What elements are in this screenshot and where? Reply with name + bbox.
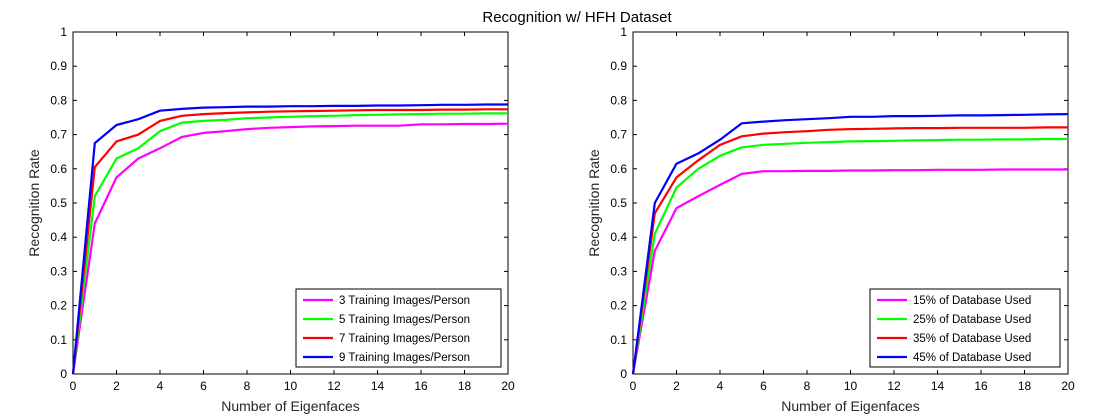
x-axis-label: Number of Eigenfaces: [781, 398, 920, 414]
x-tick-label: 10: [284, 379, 298, 393]
legend-label: 3 Training Images/Person: [339, 295, 470, 307]
y-tick-label: 0.8: [50, 93, 67, 107]
x-tick-label: 12: [887, 379, 901, 393]
y-tick-label: 0.7: [610, 128, 627, 142]
y-tick-label: 0: [60, 367, 67, 381]
x-tick-label: 20: [501, 379, 515, 393]
x-tick-label: 4: [717, 379, 724, 393]
y-tick-label: 0.9: [610, 59, 627, 73]
legend-box: [869, 288, 1061, 368]
chart-left: 0 2 4 6 8 10 12 14 16 18 20 0 0.1 0.2 0.3 0.4 0.5 0.6 0.7 0…: [26, 25, 515, 414]
y-tick-label: 1: [620, 25, 627, 39]
x-tick-label: 8: [804, 379, 811, 393]
legend: 15% of Database Used 25% of Database Used…: [869, 288, 1061, 368]
x-tick-label: 14: [371, 379, 385, 393]
x-tick-label: 14: [931, 379, 945, 393]
y-tick-label: 0.7: [50, 128, 67, 142]
series-line-2: [631, 137, 1068, 375]
figure-title: Recognition w/ HFH Dataset: [482, 9, 672, 26]
x-tick-label: 0: [630, 379, 637, 393]
legend-label: 7 Training Images/Person: [339, 333, 470, 345]
series-line-4: [71, 103, 508, 375]
series-line-4: [631, 113, 1069, 375]
legend-box: [295, 288, 502, 368]
x-tick-label: 8: [244, 379, 251, 393]
x-tick-label: 4: [157, 379, 164, 393]
legend: 3 Training Images/Person 5 Training Image…: [295, 288, 502, 368]
chart-right: 0 2 4 6 8 10 12 14 16 18 20 0 0.1 0.2 0.3 0.4 0.5 0.6 0.7 0…: [586, 25, 1075, 414]
legend-label: 45% of Database Used: [913, 352, 1031, 364]
y-axis-label: Recognition Rate: [586, 149, 602, 257]
y-tick-label: 0.1: [50, 333, 67, 347]
y-tick-label: 0.2: [610, 299, 627, 313]
y-tick-label: 0.1: [610, 333, 627, 347]
y-tick-label: 1: [60, 25, 67, 39]
y-tick-label: 0.6: [50, 162, 67, 176]
x-tick-label: 0: [70, 379, 77, 393]
y-tick-label: 0.4: [50, 230, 67, 244]
x-tick-label: 6: [200, 379, 207, 393]
x-tick-label: 16: [414, 379, 428, 393]
y-tick-label: 0.5: [610, 196, 627, 210]
y-axis-label: Recognition Rate: [26, 149, 42, 257]
x-tick-label: 6: [760, 379, 767, 393]
y-tick-label: 0.6: [610, 162, 627, 176]
x-tick-label: 2: [113, 379, 120, 393]
x-tick-label: 10: [844, 379, 858, 393]
legend-label: 5 Training Images/Person: [339, 314, 470, 326]
series-line-3: [631, 126, 1068, 375]
y-tick-label: 0.5: [50, 196, 67, 210]
series-line-2: [71, 112, 508, 375]
series-line-1: [71, 122, 509, 375]
series-line-1: [631, 168, 1068, 375]
legend-label: 15% of Database Used: [913, 295, 1031, 307]
x-axis-label: Number of Eigenfaces: [221, 398, 360, 414]
x-tick-label: 16: [974, 379, 988, 393]
legend-label: 35% of Database Used: [913, 333, 1031, 345]
series-line-3: [71, 108, 508, 375]
x-tick-label: 18: [1018, 379, 1032, 393]
y-tick-label: 0.4: [610, 230, 627, 244]
y-tick-label: 0.3: [610, 264, 627, 278]
legend-label: 9 Training Images/Person: [339, 352, 470, 364]
y-tick-label: 0: [620, 367, 627, 381]
x-tick-label: 18: [458, 379, 472, 393]
y-tick-label: 0.3: [50, 264, 67, 278]
y-tick-label: 0.2: [50, 299, 67, 313]
x-tick-label: 12: [327, 379, 341, 393]
y-tick-label: 0.8: [610, 93, 627, 107]
x-tick-label: 2: [673, 379, 680, 393]
legend-label: 25% of Database Used: [913, 314, 1031, 326]
y-tick-label: 0.9: [50, 59, 67, 73]
x-tick-label: 20: [1061, 379, 1075, 393]
